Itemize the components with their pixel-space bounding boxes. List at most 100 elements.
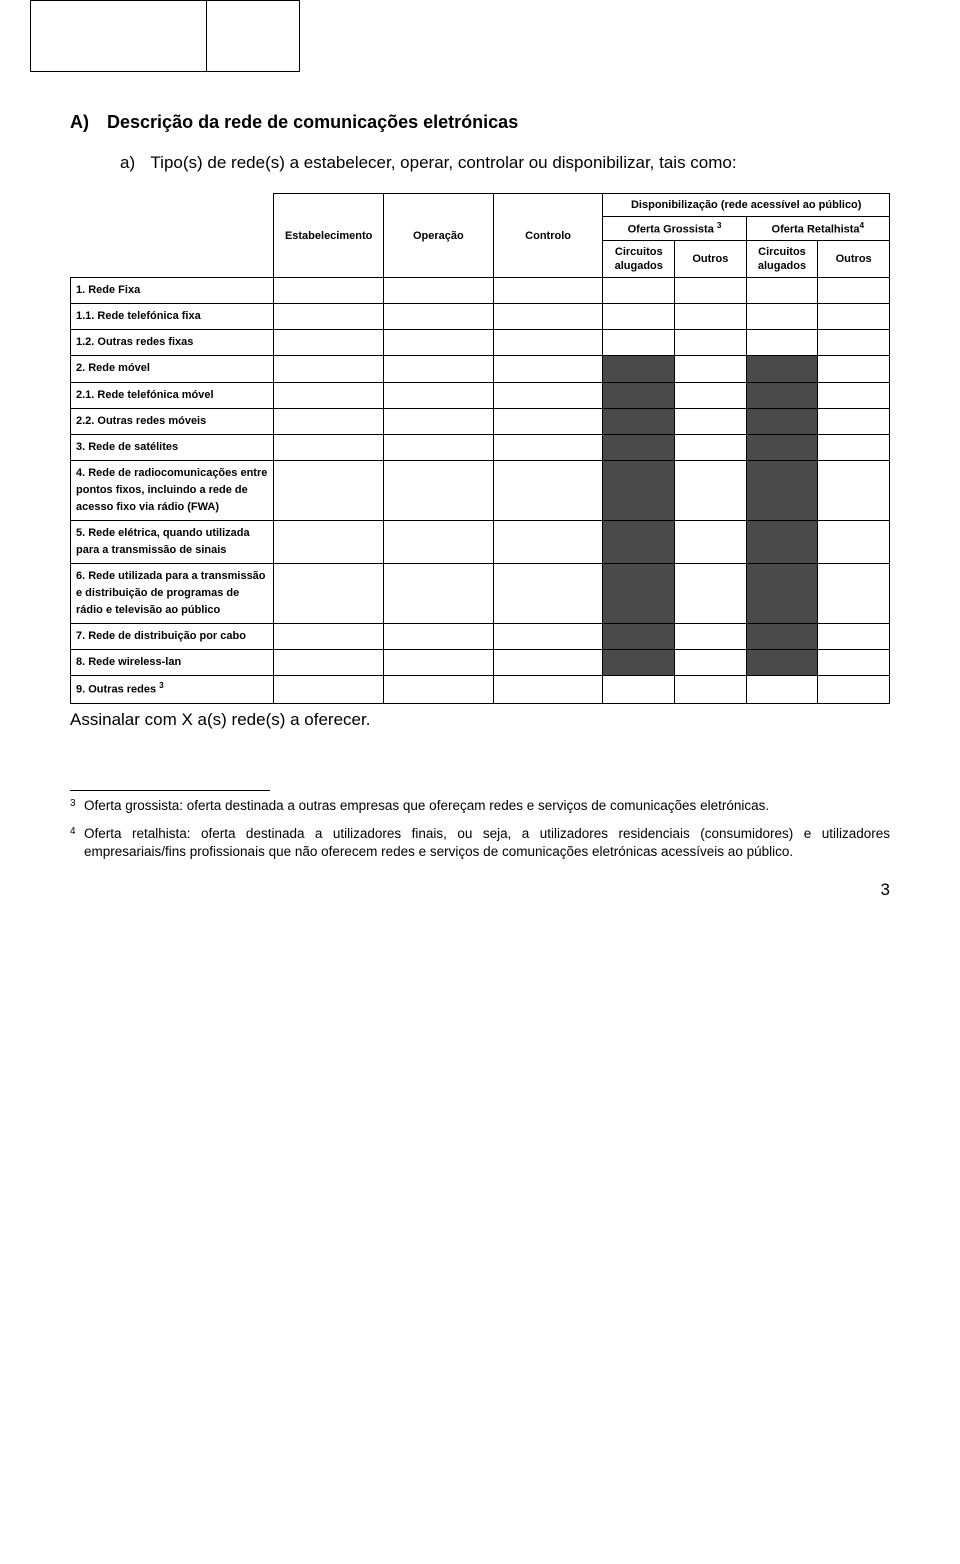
cell[interactable]	[274, 650, 384, 676]
table-row: 8. Rede wireless-lan	[71, 650, 890, 676]
cell[interactable]	[384, 460, 494, 520]
cell[interactable]	[818, 382, 890, 408]
cell[interactable]	[493, 434, 603, 460]
cell[interactable]	[274, 624, 384, 650]
col-outros: Outros	[675, 240, 747, 278]
cell[interactable]	[675, 330, 747, 356]
row-label: 9. Outras redes 3	[71, 676, 274, 704]
cell[interactable]	[675, 278, 747, 304]
cell[interactable]	[675, 382, 747, 408]
cell[interactable]	[274, 434, 384, 460]
subsection: a) Tipo(s) de rede(s) a estabelecer, ope…	[120, 151, 890, 175]
cell[interactable]	[274, 278, 384, 304]
cell[interactable]	[746, 676, 818, 704]
sub-letter: a)	[120, 151, 146, 175]
cell[interactable]	[384, 434, 494, 460]
cell[interactable]	[493, 304, 603, 330]
cell[interactable]	[818, 624, 890, 650]
cell[interactable]	[675, 520, 747, 563]
cell[interactable]	[675, 408, 747, 434]
cell[interactable]	[675, 304, 747, 330]
cell[interactable]	[818, 330, 890, 356]
cell[interactable]	[274, 460, 384, 520]
cell	[603, 434, 675, 460]
cell[interactable]	[493, 520, 603, 563]
cell[interactable]	[384, 676, 494, 704]
cell	[603, 382, 675, 408]
cell[interactable]	[603, 330, 675, 356]
cell[interactable]	[493, 382, 603, 408]
cell[interactable]	[274, 408, 384, 434]
row-label: 6. Rede utilizada para a transmissão e d…	[71, 563, 274, 623]
cell[interactable]	[274, 676, 384, 704]
cell[interactable]	[493, 624, 603, 650]
cell[interactable]	[603, 304, 675, 330]
cell[interactable]	[493, 330, 603, 356]
cell[interactable]	[384, 356, 494, 382]
cell[interactable]	[384, 382, 494, 408]
sub-text: Tipo(s) de rede(s) a estabelecer, operar…	[150, 153, 736, 172]
footnote-text: Oferta grossista: oferta destinada a out…	[84, 798, 769, 813]
footnote-separator	[70, 790, 270, 791]
table-row: 5. Rede elétrica, quando utilizada para …	[71, 520, 890, 563]
cell[interactable]	[603, 278, 675, 304]
cell	[746, 650, 818, 676]
cell[interactable]	[818, 460, 890, 520]
cell[interactable]	[493, 460, 603, 520]
cell[interactable]	[818, 434, 890, 460]
cell[interactable]	[274, 382, 384, 408]
cell[interactable]	[384, 304, 494, 330]
cell[interactable]	[384, 278, 494, 304]
cell[interactable]	[274, 520, 384, 563]
cell[interactable]	[818, 408, 890, 434]
cell[interactable]	[675, 356, 747, 382]
cell[interactable]	[818, 520, 890, 563]
section-heading: A) Descrição da rede de comunicações ele…	[70, 112, 890, 133]
cell[interactable]	[384, 650, 494, 676]
cell[interactable]	[818, 356, 890, 382]
cell[interactable]	[384, 520, 494, 563]
cell[interactable]	[675, 563, 747, 623]
cell[interactable]	[818, 650, 890, 676]
table-row: 1. Rede Fixa	[71, 278, 890, 304]
cell[interactable]	[675, 624, 747, 650]
cell	[746, 382, 818, 408]
cell	[746, 356, 818, 382]
cell[interactable]	[675, 650, 747, 676]
cell[interactable]	[675, 676, 747, 704]
footnote: 3Oferta grossista: oferta destinada a ou…	[70, 797, 890, 815]
col-disponibilizacao: Disponibilização (rede acessível ao públ…	[603, 193, 890, 216]
cell	[746, 624, 818, 650]
cell[interactable]	[274, 304, 384, 330]
cell[interactable]	[818, 676, 890, 704]
cell[interactable]	[746, 278, 818, 304]
cell[interactable]	[493, 278, 603, 304]
cell[interactable]	[493, 356, 603, 382]
col-circuitos-alugados: Circuitos alugados	[603, 240, 675, 278]
section-letter: A)	[70, 112, 102, 133]
cell[interactable]	[384, 408, 494, 434]
cell	[746, 460, 818, 520]
cell	[746, 563, 818, 623]
cell[interactable]	[603, 676, 675, 704]
cell[interactable]	[746, 304, 818, 330]
cell[interactable]	[493, 676, 603, 704]
cell[interactable]	[818, 304, 890, 330]
cell[interactable]	[746, 330, 818, 356]
row-label: 5. Rede elétrica, quando utilizada para …	[71, 520, 274, 563]
cell[interactable]	[274, 330, 384, 356]
cell[interactable]	[493, 408, 603, 434]
cell[interactable]	[384, 563, 494, 623]
cell[interactable]	[384, 624, 494, 650]
cell	[603, 650, 675, 676]
cell[interactable]	[493, 563, 603, 623]
cell[interactable]	[675, 434, 747, 460]
table-row: 2. Rede móvel	[71, 356, 890, 382]
cell[interactable]	[274, 563, 384, 623]
cell[interactable]	[818, 563, 890, 623]
cell[interactable]	[384, 330, 494, 356]
cell[interactable]	[818, 278, 890, 304]
cell[interactable]	[274, 356, 384, 382]
cell[interactable]	[493, 650, 603, 676]
cell[interactable]	[675, 460, 747, 520]
